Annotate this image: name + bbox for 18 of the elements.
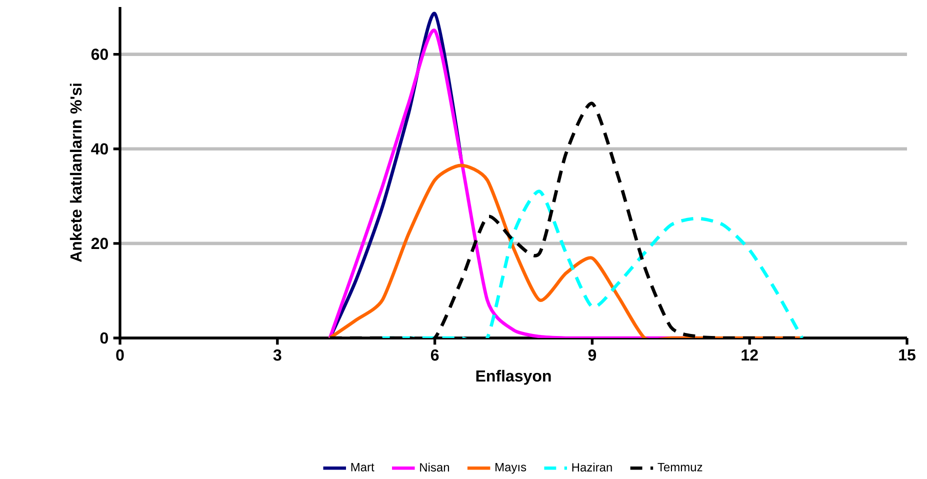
legend-label: Nisan	[420, 462, 449, 472]
legend-label: Mart	[351, 462, 374, 472]
y-axis-title: Ankete katılanların %'si	[70, 84, 82, 262]
y-tick-label: 60	[91, 48, 108, 60]
line-series	[380, 190, 804, 338]
legend-label: Temmuz	[658, 462, 702, 472]
legend-label: Mayıs	[496, 462, 526, 474]
x-tick-label: 15	[899, 349, 916, 361]
x-tick-label: 6	[430, 349, 439, 361]
legend-label: Haziran	[572, 462, 612, 472]
y-tick-label: 0	[100, 332, 108, 344]
x-tick-label: 9	[588, 349, 596, 361]
x-tick-label: 0	[116, 349, 124, 361]
x-axis-title: Enflasyon	[476, 370, 551, 385]
x-tick-label: 12	[742, 349, 758, 361]
y-tick-label: 20	[91, 238, 108, 250]
x-tick-label: 3	[273, 349, 282, 361]
y-tick-label: 40	[91, 143, 108, 155]
